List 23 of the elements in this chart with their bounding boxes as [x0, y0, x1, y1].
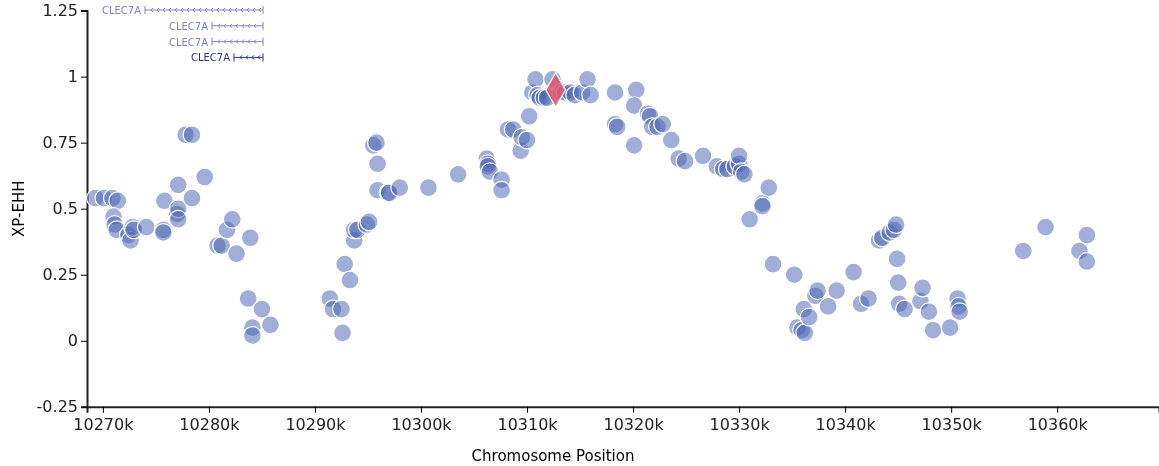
annotation: CLEC7A: [168, 20, 209, 32]
x-tick-label: 10300k: [391, 415, 453, 435]
annotation: CLEC7A: [101, 5, 142, 16]
y-tick-label: 0: [67, 331, 78, 351]
x-tick-label: 10360k: [1027, 415, 1089, 435]
y-tick-label: 0.25: [42, 265, 78, 285]
x-tick-label: 10340k: [815, 415, 877, 435]
annotation: CLEC7A: [168, 36, 209, 48]
x-tick-label: 10310k: [497, 415, 559, 435]
y-axis-title: XP-EHH: [10, 180, 28, 237]
x-tick-label: 10350k: [921, 415, 983, 435]
x-tick-label: 10290k: [285, 415, 347, 435]
annotation: CLEC7A: [190, 52, 231, 64]
y-tick-label: 0.75: [42, 133, 78, 153]
y-tick-label: 1: [67, 67, 78, 87]
x-tick-label: 10330k: [709, 415, 771, 435]
x-tick-label: 10280k: [179, 415, 241, 435]
x-axis-title: Chromosome Position: [471, 447, 635, 465]
x-tick-label: 10270k: [73, 415, 135, 435]
x-tick-label: 10320k: [603, 415, 665, 435]
y-tick-label: 0.5: [52, 199, 78, 219]
y-tick-label: 1.25: [42, 1, 78, 21]
y-tick-label: -0.25: [36, 397, 78, 417]
